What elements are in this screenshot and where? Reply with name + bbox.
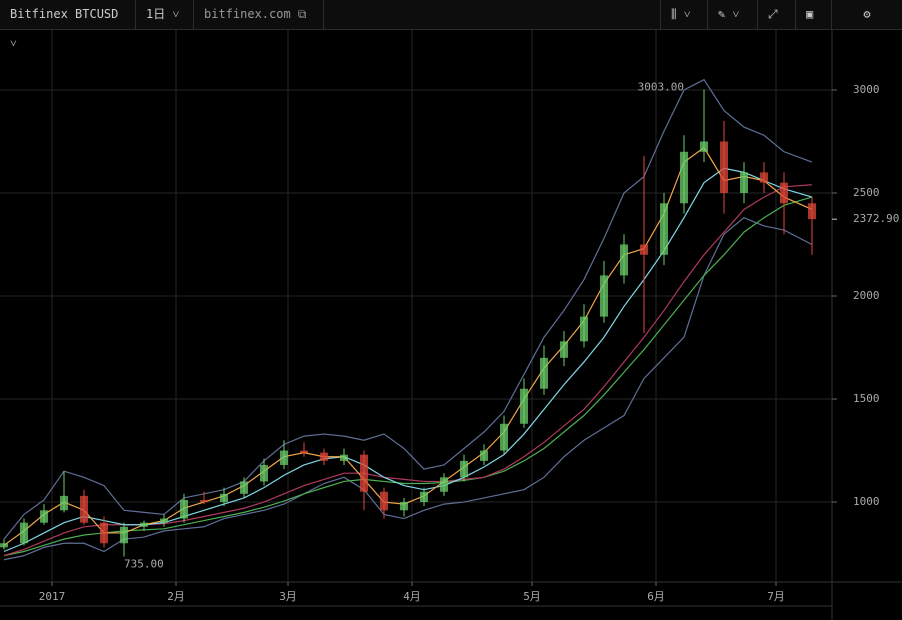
candle-body	[440, 477, 448, 492]
candle-body	[120, 526, 128, 544]
candle-body	[300, 450, 308, 453]
candle-body	[760, 172, 768, 183]
indicator-line	[3, 217, 813, 561]
candle-body	[200, 499, 208, 503]
candle-body	[580, 316, 588, 342]
draw-button[interactable]: ✎ ˅	[708, 0, 758, 29]
settings-button[interactable]: ⚙	[863, 7, 871, 21]
candle-body	[560, 341, 568, 358]
candle-body	[740, 172, 748, 193]
candle-body	[420, 491, 428, 503]
candle-body	[320, 452, 328, 461]
y-tick-label: 1500	[853, 392, 880, 405]
candle-body	[400, 502, 408, 511]
candle-body	[60, 495, 68, 511]
extreme-label: 3003.00	[638, 80, 684, 93]
candle-body	[20, 522, 28, 544]
candle-body	[700, 141, 708, 152]
x-tick-label: 2月	[167, 590, 185, 603]
x-tick-label: 6月	[647, 590, 665, 603]
last-price-label: 2372.90	[853, 212, 899, 225]
y-tick-label: 2500	[853, 186, 880, 199]
candle-body	[600, 275, 608, 317]
candle-body	[360, 454, 368, 492]
x-tick-label: 4月	[403, 590, 421, 603]
interval: 1日	[146, 7, 166, 21]
indicator-line	[3, 196, 813, 557]
candle-body	[0, 543, 8, 548]
site-link[interactable]: bitfinex.com ⧉	[194, 0, 324, 29]
candle-body	[460, 460, 468, 478]
candle-body	[780, 182, 788, 204]
candle-body	[720, 141, 728, 193]
candle-body	[100, 522, 108, 544]
candle-body	[340, 454, 348, 461]
symbol: Bitfinex BTCUSD	[10, 7, 119, 21]
x-tick-label: 5月	[523, 590, 541, 603]
candle-body	[620, 244, 628, 276]
x-tick-label: 7月	[767, 590, 785, 603]
candle-body	[640, 244, 648, 255]
candle-body	[220, 493, 228, 503]
candle-body	[680, 151, 688, 204]
candle-body	[160, 518, 168, 523]
extreme-label: 735.00	[124, 558, 164, 571]
candle-body	[80, 495, 88, 523]
interval-button[interactable]: 1日 ˅	[136, 0, 194, 29]
symbol-button[interactable]: Bitfinex BTCUSD ˅	[0, 0, 136, 50]
y-tick-label: 3000	[853, 83, 880, 96]
candle-body	[808, 203, 816, 220]
candle-body	[180, 499, 188, 519]
chart-type-button[interactable]: ⫼ ˅	[660, 0, 708, 29]
x-tick-label: 3月	[279, 590, 297, 603]
chart: 1000 1500 2000 2500 3000 2017 2月 3月 4月 5月 6月 7月 3003…	[0, 30, 902, 620]
candle-body	[240, 481, 248, 494]
indicator-line	[3, 167, 813, 553]
candle-body	[380, 491, 388, 511]
candle-body	[140, 522, 148, 527]
toolbar: Bitfinex BTCUSD ˅ 1日 ˅ bitfinex.com ⧉ ⫼ …	[0, 0, 902, 50]
candle-body	[520, 388, 528, 424]
snapshot-button[interactable]: ▣	[796, 0, 832, 29]
candle-body	[280, 450, 288, 465]
site: bitfinex.com	[204, 7, 291, 21]
fullscreen-button[interactable]: ⤢	[758, 0, 796, 29]
candle-body	[480, 450, 488, 461]
candle-body	[500, 423, 508, 451]
indicator-line	[3, 146, 813, 546]
candle-body	[660, 203, 668, 255]
candle-body	[40, 510, 48, 523]
y-tick-label: 1000	[853, 495, 880, 508]
candle-body	[540, 357, 548, 389]
x-tick-label: 2017	[39, 590, 66, 603]
candle-body	[260, 464, 268, 482]
indicator-line	[3, 184, 813, 557]
y-tick-label: 2000	[853, 289, 880, 302]
indicator-line	[3, 78, 813, 540]
